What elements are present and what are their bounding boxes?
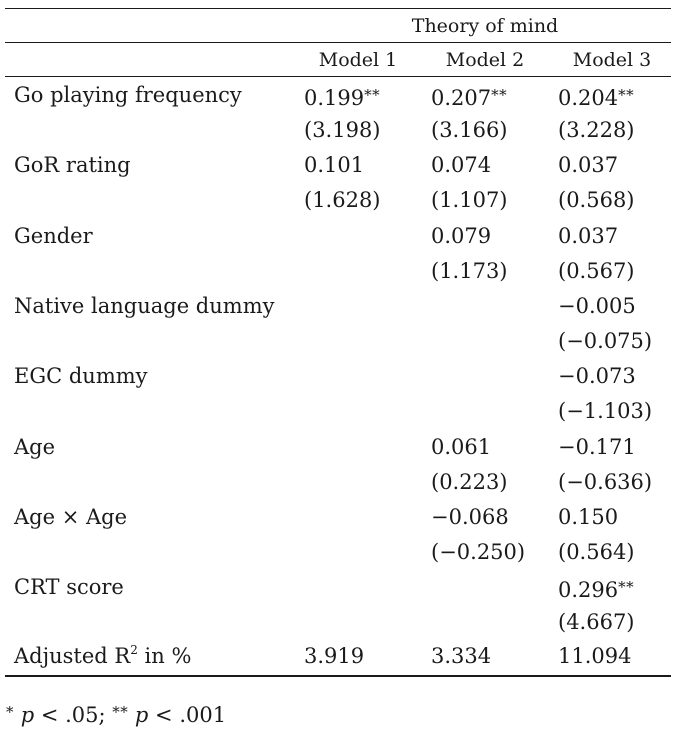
t-statistic-cell: (3.198) xyxy=(304,118,381,142)
t-statistic-cell: (0.564) xyxy=(558,539,635,564)
coefficient-cell: 0.061 xyxy=(431,434,491,460)
adjusted-r2-label-tail: in % xyxy=(137,644,192,668)
coefficient-value: 0.296 xyxy=(558,578,619,603)
t-statistic-cell: (1.628) xyxy=(304,188,381,213)
coefficient-value: 0.037 xyxy=(558,223,619,248)
row-label: EGC dummy xyxy=(14,364,148,389)
coefficient-cell: 0.074 xyxy=(431,152,491,178)
row-label: GoR rating xyxy=(14,153,131,178)
coefficient-value: −0.073 xyxy=(558,364,636,389)
significance-stars: ** xyxy=(618,86,635,104)
footnote-p-italic-1: p xyxy=(20,703,35,727)
row-label: Native language dummy xyxy=(14,293,275,318)
footnote-p-italic-2: p xyxy=(134,703,149,727)
coefficient-value: 0.074 xyxy=(431,153,492,178)
table-bottom-rule xyxy=(5,675,671,677)
t-statistic-cell: (4.667) xyxy=(558,610,635,635)
footnote-single-star: * xyxy=(6,703,14,721)
coefficient-value: −0.068 xyxy=(431,504,509,529)
column-header-model-1: Model 1 xyxy=(318,49,398,71)
coefficient-value: −0.005 xyxy=(558,293,636,318)
coefficient-cell: 0.296** xyxy=(558,574,634,603)
adjusted-r2-model-3: 11.094 xyxy=(558,644,632,668)
row-label: Age × Age xyxy=(14,504,128,529)
coefficient-cell: −0.073 xyxy=(558,363,636,389)
row-label: Gender xyxy=(14,223,93,248)
significance-stars: ** xyxy=(491,86,508,104)
adjusted-r2-label-main: Adjusted R xyxy=(14,644,131,668)
footnote-double-star: ** xyxy=(112,703,129,721)
coefficient-value: 0.101 xyxy=(304,153,365,178)
adjusted-r2-model-1: 3.919 xyxy=(304,644,365,668)
coefficient-cell: 0.101 xyxy=(304,152,364,178)
coefficient-value: 0.207 xyxy=(431,86,492,110)
coefficient-cell: 0.037 xyxy=(558,152,618,178)
table-top-rule xyxy=(5,8,671,9)
coefficient-cell: 0.204** xyxy=(558,82,634,111)
column-header-model-2: Model 2 xyxy=(445,49,525,71)
header-bottom-rule xyxy=(5,76,671,77)
coefficient-cell: 0.079 xyxy=(431,223,491,249)
t-statistic-cell: (0.223) xyxy=(431,469,508,494)
coefficient-value: 0.199 xyxy=(304,86,365,110)
group-header-underline xyxy=(5,42,671,43)
t-statistic-cell: (−0.636) xyxy=(558,469,653,494)
coefficient-value: 0.079 xyxy=(431,223,492,248)
coefficient-value: 0.204 xyxy=(558,86,619,110)
footnote-condition-2: < .001 xyxy=(148,703,227,727)
coefficient-cell: −0.171 xyxy=(558,434,636,460)
significance-footnote: * p < .05; ** p < .001 xyxy=(6,699,226,728)
row-label: Go playing frequency xyxy=(14,83,242,107)
t-statistic-cell: (1.107) xyxy=(431,188,508,213)
row-label: Age xyxy=(14,434,56,459)
coefficient-value: 0.037 xyxy=(558,153,619,178)
t-statistic-cell: (−0.250) xyxy=(431,539,526,564)
adjusted-r2-superscript: 2 xyxy=(130,643,138,657)
coefficient-value: 0.061 xyxy=(431,434,492,459)
t-statistic-cell: (3.166) xyxy=(431,118,508,142)
coefficient-cell: 0.037 xyxy=(558,223,618,249)
t-statistic-cell: (0.568) xyxy=(558,188,635,213)
t-statistic-cell: (−1.103) xyxy=(558,399,653,424)
coefficient-cell: −0.068 xyxy=(431,504,509,530)
coefficient-cell: 0.150 xyxy=(558,504,618,530)
t-statistic-cell: (1.173) xyxy=(431,258,508,283)
significance-stars: ** xyxy=(364,86,381,104)
t-statistic-cell: (−0.075) xyxy=(558,328,653,353)
group-header-theory-of-mind: Theory of mind xyxy=(411,15,559,37)
footnote-condition-1: < .05; xyxy=(34,703,113,727)
significance-stars: ** xyxy=(618,578,635,597)
adjusted-r2-label: Adjusted R2 in % xyxy=(14,643,191,669)
coefficient-cell: 0.207** xyxy=(431,82,507,111)
coefficient-value: 0.150 xyxy=(558,504,619,529)
coefficient-cell: 0.199** xyxy=(304,82,380,111)
coefficient-cell: −0.005 xyxy=(558,293,636,319)
coefficient-value: −0.171 xyxy=(558,434,636,459)
t-statistic-cell: (0.567) xyxy=(558,258,635,283)
t-statistic-cell: (3.228) xyxy=(558,118,635,142)
adjusted-r2-model-2: 3.334 xyxy=(431,644,492,668)
row-label: CRT score xyxy=(14,575,124,600)
column-header-model-3: Model 3 xyxy=(572,49,652,71)
